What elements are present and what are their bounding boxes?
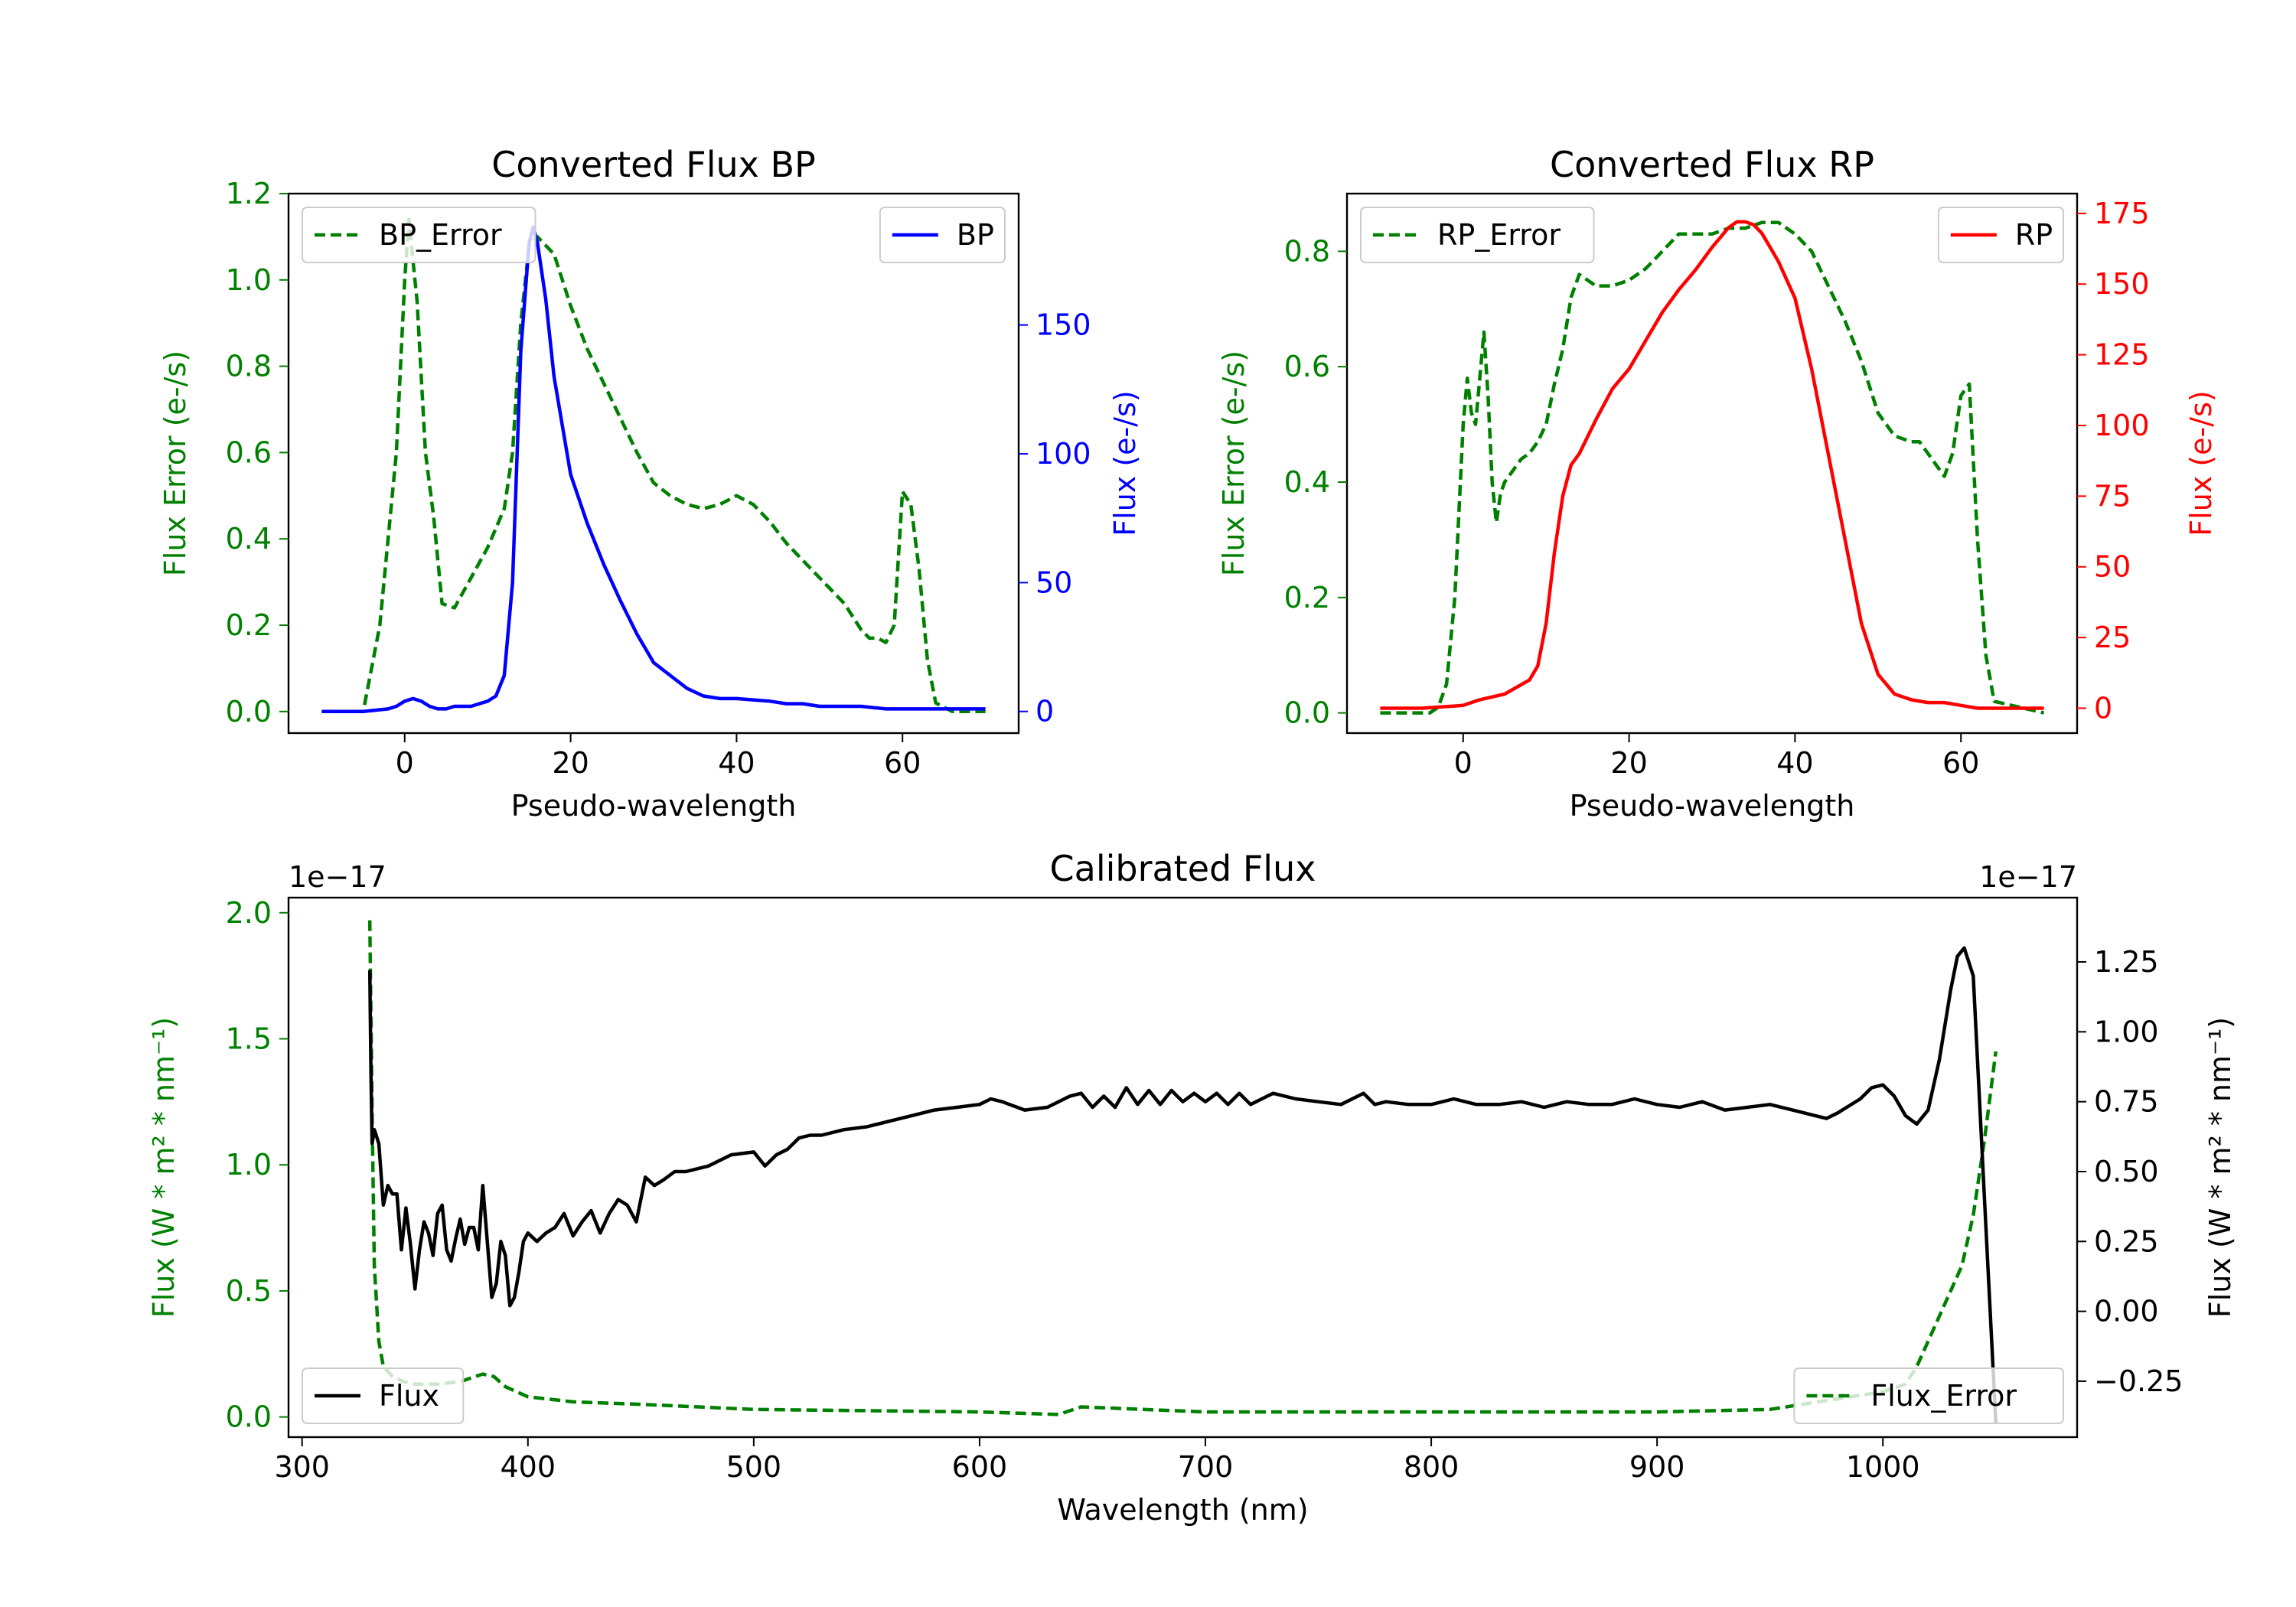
calibrated-xtick-label: 800 [1404,1450,1459,1484]
calibrated-series-flux [367,946,1998,1423]
calibrated-series-flux-error [367,920,1998,1416]
rp-ytick-right-label: 0 [2094,691,2112,725]
bp-legend-label: BP_Error [379,218,502,252]
bp-ytick-right-label: 150 [1035,308,1091,342]
rp-title: Converted Flux RP [1550,144,1874,185]
bp-ytick-right-label: 100 [1035,437,1091,471]
rp-ytick-right-label: 50 [2094,550,2131,584]
bp-series-bp [321,225,986,713]
calibrated-ytick-right-label: 0.75 [2094,1085,2159,1119]
bp-legend-label: BP [957,218,994,252]
bp-xtick-label: 20 [552,746,589,780]
bp-xtick-label: 40 [718,746,755,780]
rp-ytick-right-label: 125 [2094,338,2150,372]
bp-ytick-left-label: 0.8 [226,350,272,383]
calibrated-xtick-label: 1000 [1846,1450,1920,1484]
bp-ytick-left-label: 0.2 [226,608,272,642]
bp-axes-frame [287,192,1020,735]
rp-ylabel-right: Flux (e-/s) [2184,390,2218,536]
rp-legend-box [1360,207,1595,263]
rp-ytick-right-label: 175 [2094,197,2150,230]
rp-ytick-left-label: 0.4 [1284,465,1330,499]
calibrated-xtick-label: 600 [952,1450,1008,1484]
rp-ytick-right-label: 25 [2094,621,2131,654]
calibrated-axes: 300 400 500 600 700 800 900 1000 0.0 0.5 1.0 1.5 2.0… [147,848,2237,1527]
rp-xtick-label: 40 [1776,746,1813,780]
rp-xtick-label: 20 [1610,746,1647,780]
bp-ytick-left-label: 0.0 [226,695,272,729]
calibrated-axes-frame [287,896,2079,1439]
bp-xlabel: Pseudo-wavelength [511,789,797,823]
bp-legend-box [302,207,536,263]
rp-axes: 0 20 40 60 0.0 0.2 0.4 0.6 0.8 0 25 50 75 100 125 150 17… [1217,144,2218,823]
calibrated-ylabel-left: Flux (W * m² * nm⁻¹) [147,1017,181,1318]
bp-ylabel-right: Flux (e-/s) [1108,390,1142,536]
calibrated-ytick-left-label: 1.0 [226,1148,272,1182]
calibrated-ytick-left-label: 1.5 [226,1022,272,1055]
rp-xlabel: Pseudo-wavelength [1570,789,1855,823]
bp-ylabel-left: Flux Error (e-/s) [158,350,192,576]
calibrated-ytick-right-label: 1.25 [2094,945,2159,979]
calibrated-ytick-right-label: −0.25 [2094,1364,2183,1398]
calibrated-legend-box [302,1367,465,1424]
rp-series-rp-error [1380,220,2045,715]
calibrated-ytick-right-label: 0.25 [2094,1224,2159,1258]
bp-title: Converted Flux BP [491,144,816,185]
calibrated-legend-label: Flux_Error [1870,1379,2017,1413]
calibrated-xtick-label: 900 [1629,1450,1685,1484]
calibrated-offset-left: 1e−17 [289,860,386,894]
rp-legend-box [1937,207,2064,263]
rp-ytick-right-label: 75 [2094,479,2131,513]
calibrated-ylabel-right: Flux (W * m² * nm⁻¹) [2203,1017,2237,1318]
rp-legend-label: RP [2015,218,2053,252]
rp-xtick-label: 60 [1942,746,1979,780]
calibrated-xtick-label: 400 [501,1450,556,1484]
rp-ylabel-left: Flux Error (e-/s) [1217,350,1251,576]
bp-ytick-left-label: 0.4 [226,522,272,556]
bp-ytick-right-label: 50 [1035,566,1072,599]
calibrated-ytick-right-label: 0.00 [2094,1295,2159,1328]
calibrated-xlabel: Wavelength (nm) [1057,1493,1308,1527]
rp-ytick-left-label: 0.8 [1284,234,1330,268]
bp-series-bp-error [321,217,986,714]
bp-axes: 0 20 40 60 0.0 0.2 0.4 0.6 0.8 1.0 1.2 0 50 100 150 Con… [158,144,1142,823]
calibrated-offset-right: 1e−17 [1979,860,2077,894]
bp-xtick-label: 60 [884,746,921,780]
calibrated-xtick-label: 300 [274,1450,330,1484]
rp-xtick-label: 0 [1454,746,1473,780]
rp-axes-frame [1345,192,2079,735]
rp-legend-label: RP_Error [1437,218,1561,252]
bp-legend-box [879,207,1006,263]
calibrated-xtick-label: 700 [1178,1450,1234,1484]
calibrated-ytick-left-label: 0.5 [226,1274,272,1308]
calibrated-title: Calibrated Flux [1050,848,1316,889]
rp-ytick-right-label: 150 [2094,267,2150,301]
calibrated-ytick-left-label: 2.0 [226,896,272,930]
rp-ytick-left-label: 0.0 [1284,696,1330,730]
calibrated-ytick-right-label: 1.00 [2094,1015,2159,1048]
calibrated-legend-box [1793,1367,2064,1424]
bp-ytick-left-label: 1.0 [226,263,272,297]
bp-xtick-label: 0 [396,746,414,780]
calibrated-legend-label: Flux [379,1379,439,1413]
rp-ytick-right-label: 100 [2094,409,2150,442]
calibrated-ytick-right-label: 0.50 [2094,1155,2159,1188]
bp-ytick-left-label: 0.6 [226,435,272,469]
bp-ytick-left-label: 1.2 [226,177,272,210]
rp-series-rp [1380,220,2044,710]
calibrated-xtick-label: 500 [726,1450,782,1484]
rp-ytick-left-label: 0.6 [1284,350,1330,383]
calibrated-ytick-left-label: 0.0 [226,1400,272,1434]
rp-ytick-left-label: 0.2 [1284,581,1330,614]
bp-ytick-right-label: 0 [1035,695,1054,729]
